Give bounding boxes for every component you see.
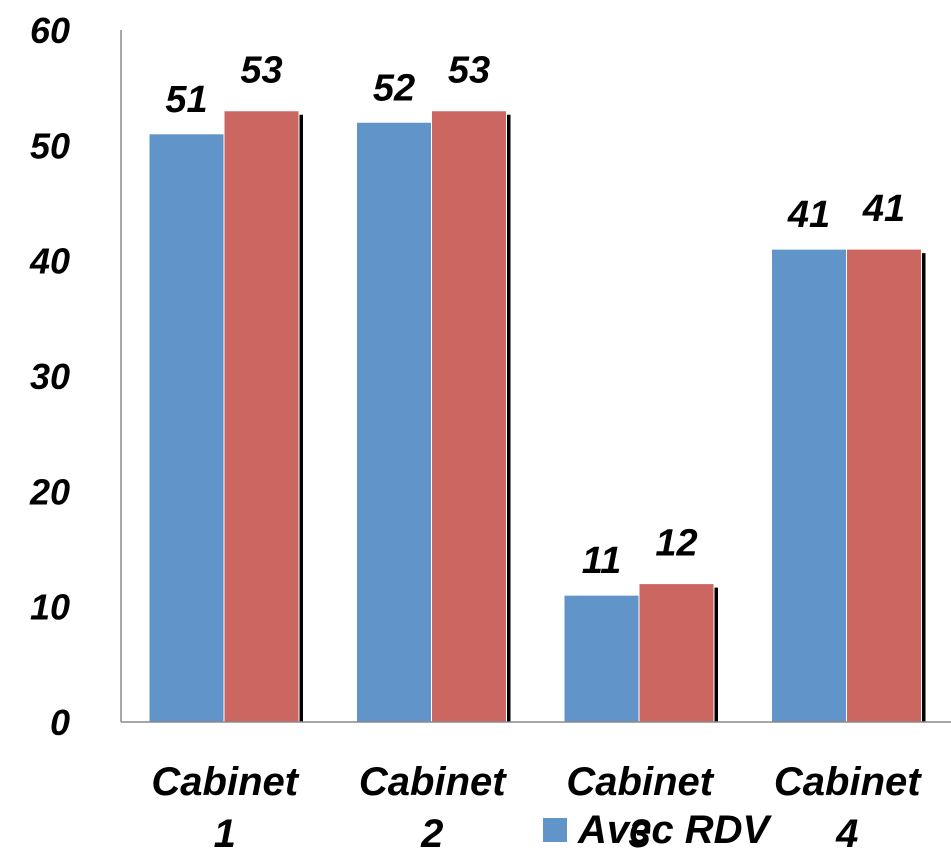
y-tick-label: 50	[30, 125, 70, 166]
category-labels: Cabinet 1 Cabinet 2 Cabinet 3 Cabinet 4	[151, 760, 922, 856]
data-label: 52	[373, 67, 415, 109]
bar	[638, 583, 715, 723]
data-label: 53	[448, 50, 490, 92]
x-category-label: Cabinet	[359, 760, 507, 804]
bar	[846, 248, 922, 723]
data-label: 11	[582, 540, 621, 582]
y-tick-label: 60	[30, 10, 70, 51]
y-tick-label: 40	[29, 241, 70, 282]
bar	[223, 110, 300, 723]
x-category-label: 4	[835, 812, 858, 856]
bar	[563, 594, 640, 723]
x-category-label: 3	[629, 812, 651, 856]
bar	[356, 121, 432, 723]
x-category-label: 2	[420, 812, 443, 856]
y-tick-label: 10	[30, 587, 70, 628]
data-labels: 51 53 52 53 11 12 41 41	[165, 50, 905, 582]
y-axis-ticks: 0 10 20 30 40 50 60	[29, 10, 70, 743]
data-label: 41	[787, 194, 830, 236]
bar	[771, 248, 847, 723]
x-category-label: Cabinet	[566, 760, 714, 804]
bar	[148, 133, 225, 723]
legend: Avec RDV	[543, 808, 773, 852]
data-label: 12	[655, 523, 697, 565]
bar	[431, 110, 507, 723]
bars	[148, 110, 926, 723]
y-tick-label: 20	[29, 471, 70, 512]
y-tick-label: 0	[50, 702, 70, 743]
axes	[120, 30, 951, 723]
x-category-label: Cabinet	[151, 760, 299, 804]
y-tick-label: 30	[30, 356, 70, 397]
legend-swatch	[543, 818, 567, 842]
legend-label: Avec RDV	[577, 808, 773, 852]
data-label: 53	[240, 50, 282, 92]
data-label: 51	[165, 79, 207, 121]
x-category-label: Cabinet	[774, 760, 922, 804]
x-category-label: 1	[214, 812, 236, 856]
data-label: 41	[862, 188, 905, 230]
